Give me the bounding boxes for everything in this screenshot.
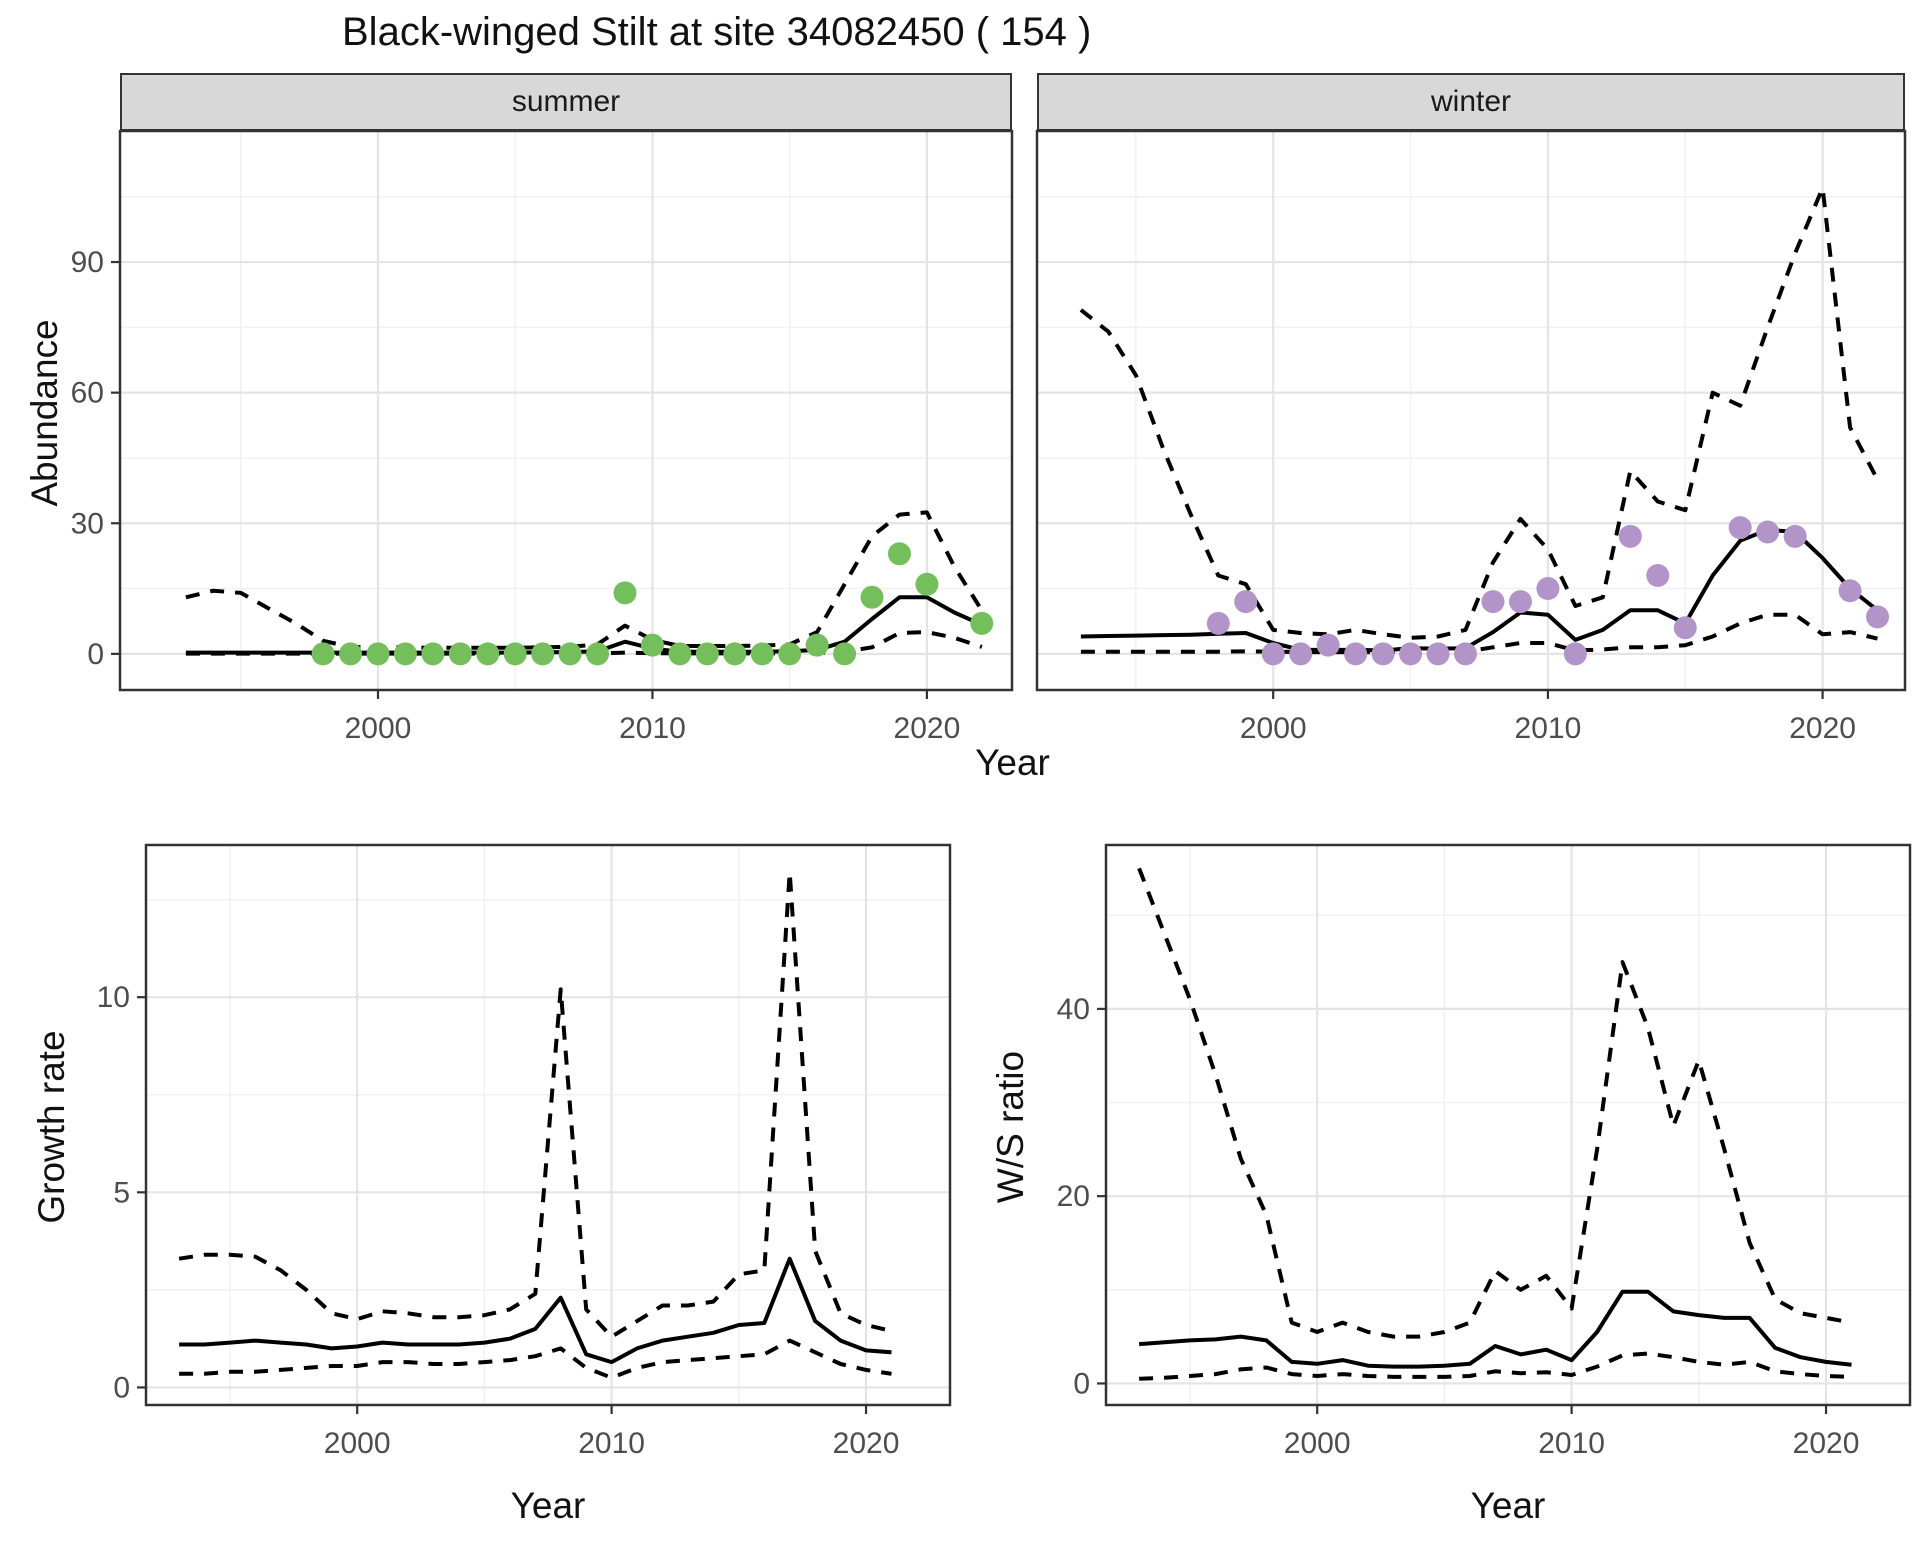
abundance_winter-observation-point <box>1426 642 1450 666</box>
abundance_summer-observation-point <box>393 642 417 666</box>
abundance_summer-observation-point <box>970 611 994 635</box>
abundance_winter-observation-point <box>1481 590 1505 614</box>
abundance_summer-observation-point <box>448 642 472 666</box>
abundance_summer-observation-point <box>668 642 692 666</box>
y-tick-label: 30 <box>71 507 104 540</box>
growth-rate-axis-title: Growth rate <box>31 1030 72 1224</box>
abundance_summer-observation-point <box>503 642 527 666</box>
facet-strip-summer: summer <box>120 73 1012 131</box>
abundance_summer-observation-point <box>778 642 802 666</box>
abundance_summer-observation-point <box>887 542 911 566</box>
y-tick-label: 0 <box>113 1371 130 1404</box>
abundance_winter-observation-point <box>1371 642 1395 666</box>
y-tick-label: 90 <box>71 246 104 279</box>
abundance_summer-observation-point <box>805 633 829 657</box>
abundance_winter-observation-point <box>1536 577 1560 601</box>
abundance_winter-observation-point <box>1289 642 1313 666</box>
abundance_winter-observation-point <box>1646 564 1670 588</box>
abundance_winter-observation-point <box>1838 579 1862 603</box>
abundance_winter-observation-point <box>1344 642 1368 666</box>
x-tick-label: 2010 <box>578 1427 645 1460</box>
abundance_winter-observation-point <box>1563 642 1587 666</box>
abundance_summer-observation-point <box>613 581 637 605</box>
y-tick-label: 60 <box>71 377 104 410</box>
abundance_summer-observation-point <box>750 642 774 666</box>
y-tick-label: 10 <box>97 981 130 1014</box>
abundance_winter-observation-point <box>1673 616 1697 640</box>
x-tick-label: 2020 <box>1793 1427 1860 1460</box>
growth_rate-panel-border <box>144 843 952 1407</box>
abundance_summer-observation-point <box>915 572 939 596</box>
abundance_winter-lower-ci-line <box>1080 612 1878 655</box>
abundance_summer-observation-point <box>311 642 335 666</box>
growth-year-axis-title: Year <box>510 1485 586 1526</box>
x-tick-label: 2000 <box>1284 1427 1351 1460</box>
facet-strip-winter: winter <box>1037 73 1905 131</box>
abundance_winter-observation-point <box>1206 611 1230 635</box>
x-tick-label: 2000 <box>345 712 412 745</box>
abundance_winter-observation-point <box>1261 642 1285 666</box>
abundance_summer-observation-point <box>586 642 610 666</box>
abundance_summer-observation-point <box>723 642 747 666</box>
abundance_summer-observation-point <box>860 585 884 609</box>
ws_ratio-estimate-line <box>1138 1289 1852 1369</box>
abundance_summer-panel-border <box>118 129 1014 692</box>
x-tick-label: 2000 <box>1240 712 1307 745</box>
y-tick-label: 0 <box>1073 1367 1090 1400</box>
y-tick-label: 20 <box>1057 1180 1090 1213</box>
abundance_summer-observation-point <box>640 633 664 657</box>
abundance_summer-observation-point <box>476 642 500 666</box>
abundance_winter-observation-point <box>1756 520 1780 544</box>
abundance_summer-observation-point <box>339 642 363 666</box>
ws_ratio-panel-border <box>1104 843 1912 1407</box>
abundance_summer-upper-ci-line <box>185 510 984 650</box>
abundance_winter-estimate-line <box>1080 527 1879 653</box>
x-tick-label: 2010 <box>619 712 686 745</box>
facet-strip-winter-label: winter <box>1430 85 1512 118</box>
abundance_winter-panel-bg <box>1037 131 1905 690</box>
abundance_winter-observation-point <box>1728 516 1752 540</box>
y-tick-label: 40 <box>1057 993 1090 1026</box>
abundance_winter-observation-point <box>1454 642 1478 666</box>
abundance_winter-observation-point <box>1399 642 1423 666</box>
abundance_winter-observation-point <box>1234 590 1258 614</box>
x-tick-label: 2020 <box>1789 712 1856 745</box>
top-year-axis-title: Year <box>975 742 1050 783</box>
chart-title: Black-winged Stilt at site 34082450 ( 15… <box>342 10 1092 54</box>
abundance_summer-observation-point <box>695 642 719 666</box>
abundance_winter-observation-point <box>1508 590 1532 614</box>
abundance_summer-observation-point <box>421 642 445 666</box>
ws-ratio-axis-title: W/S ratio <box>990 1050 1031 1204</box>
ws_ratio-panel-bg <box>1106 845 1910 1405</box>
growth_rate-lower-ci-line <box>179 1338 892 1380</box>
abundance_winter-observation-point <box>1618 524 1642 548</box>
x-tick-label: 2010 <box>1538 1427 1605 1460</box>
x-tick-label: 2020 <box>833 1427 900 1460</box>
x-tick-label: 2000 <box>324 1427 391 1460</box>
growth_rate-estimate-line <box>179 1256 892 1365</box>
x-tick-label: 2020 <box>894 712 961 745</box>
abundance-axis-title: Abundance <box>24 319 65 507</box>
y-tick-label: 0 <box>87 638 104 671</box>
x-tick-label: 2010 <box>1515 712 1582 745</box>
abundance_winter-panel-border <box>1035 129 1907 692</box>
abundance_summer-observation-point <box>558 642 582 666</box>
abundance_summer-observation-point <box>833 642 857 666</box>
ws_ratio-lower-ci-line <box>1139 1351 1852 1381</box>
facet-strip-summer-label: summer <box>511 85 621 118</box>
abundance_summer-observation-point <box>366 642 390 666</box>
abundance_winter-observation-point <box>1783 524 1807 548</box>
abundance_winter-observation-point <box>1866 605 1890 629</box>
growth_rate-upper-ci-line <box>178 870 892 1339</box>
ws-year-axis-title: Year <box>1470 1485 1546 1526</box>
abundance_summer-observation-point <box>531 642 555 666</box>
abundance_winter-observation-point <box>1316 633 1340 657</box>
abundance_winter-upper-ci-line <box>1079 186 1880 640</box>
y-tick-label: 5 <box>113 1176 130 1209</box>
